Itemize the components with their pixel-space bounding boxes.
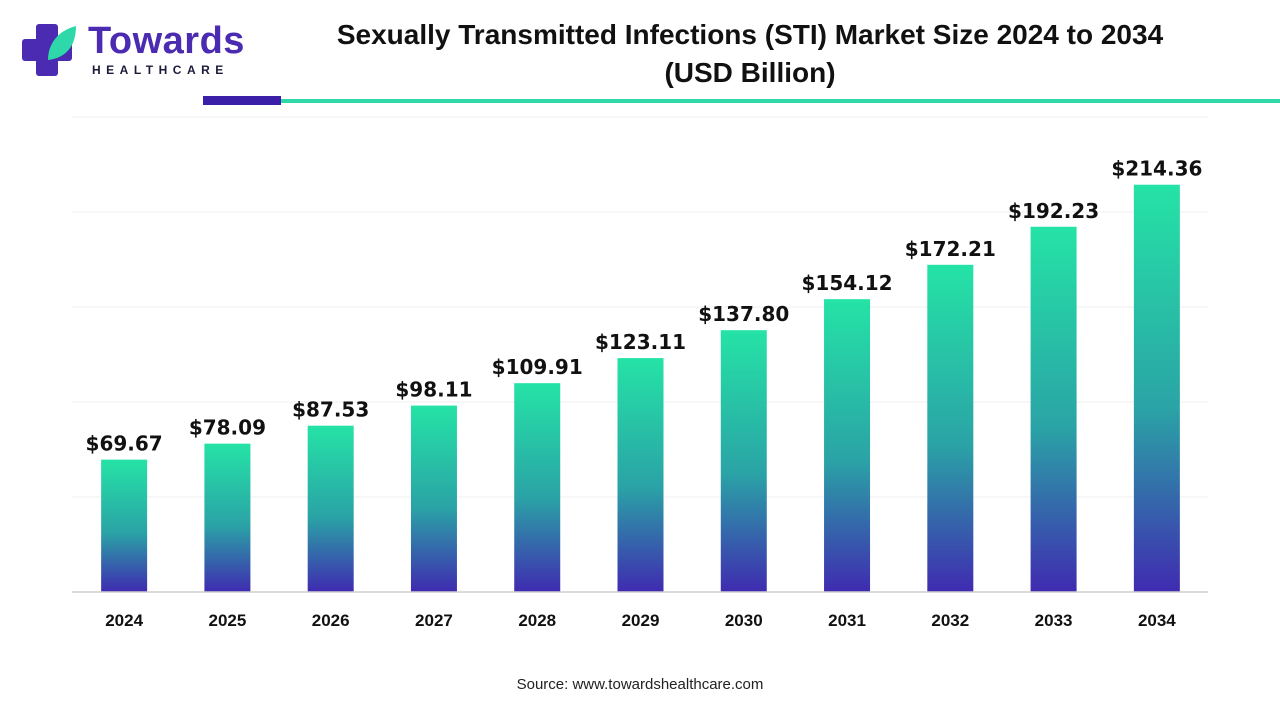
bar-2026 (307, 425, 354, 592)
bars (101, 184, 1180, 592)
brand-logo: Towards HEALTHCARE (18, 18, 248, 80)
chart-title-line-2: (USD Billion) (664, 57, 836, 88)
x-tick-2030: 2030 (725, 611, 763, 630)
data-label-2024: $69.67 (86, 432, 163, 456)
x-tick-2032: 2032 (931, 611, 969, 630)
x-tick-2031: 2031 (828, 611, 866, 630)
x-tick-2026: 2026 (312, 611, 350, 630)
data-label-2027: $98.11 (395, 378, 472, 402)
x-tick-2027: 2027 (415, 611, 453, 630)
data-label-2033: $192.23 (1008, 199, 1099, 223)
brand-subtitle: HEALTHCARE (92, 63, 229, 77)
x-tick-2029: 2029 (622, 611, 660, 630)
data-label-2032: $172.21 (905, 237, 996, 261)
data-labels: $69.67 $78.09 $87.53 $98.11 $109.91 $123.11 $1… (86, 157, 1203, 456)
bar-2025 (204, 443, 251, 592)
medical-cross-leaf-icon (22, 24, 76, 76)
title-underline-accent (203, 96, 281, 105)
bar-2028 (514, 383, 561, 592)
x-tick-2034: 2034 (1138, 611, 1176, 630)
x-tick-2033: 2033 (1035, 611, 1073, 630)
chart-title-line-1: Sexually Transmitted Infections (STI) Ma… (336, 19, 1164, 50)
bar-2030 (720, 330, 767, 592)
bar-2034 (1133, 184, 1180, 592)
data-label-2034: $214.36 (1111, 157, 1202, 181)
bar-2027 (410, 405, 457, 592)
bar-2029 (617, 358, 664, 592)
brand-name: Towards (88, 20, 245, 62)
bar-2024 (101, 459, 148, 592)
bar-2032 (927, 264, 974, 592)
bar-2031 (824, 299, 871, 592)
x-tick-2024: 2024 (105, 611, 143, 630)
title-underline (281, 99, 1280, 103)
bar-2033 (1030, 226, 1077, 592)
data-label-2026: $87.53 (292, 398, 369, 422)
source-note: Source: www.towardshealthcare.com (516, 676, 764, 693)
x-tick-2028: 2028 (518, 611, 556, 630)
data-label-2025: $78.09 (189, 416, 266, 440)
data-label-2030: $137.80 (698, 302, 789, 326)
chart-title: Sexually Transmitted Infections (STI) Ma… (270, 16, 1230, 92)
x-axis-tick-labels: 2024 2025 2026 2027 2028 2029 2030 2031 2032 2033… (105, 611, 1176, 630)
x-tick-2025: 2025 (208, 611, 246, 630)
data-label-2031: $154.12 (801, 271, 892, 295)
data-label-2029: $123.11 (595, 330, 686, 354)
data-label-2028: $109.91 (492, 355, 583, 379)
